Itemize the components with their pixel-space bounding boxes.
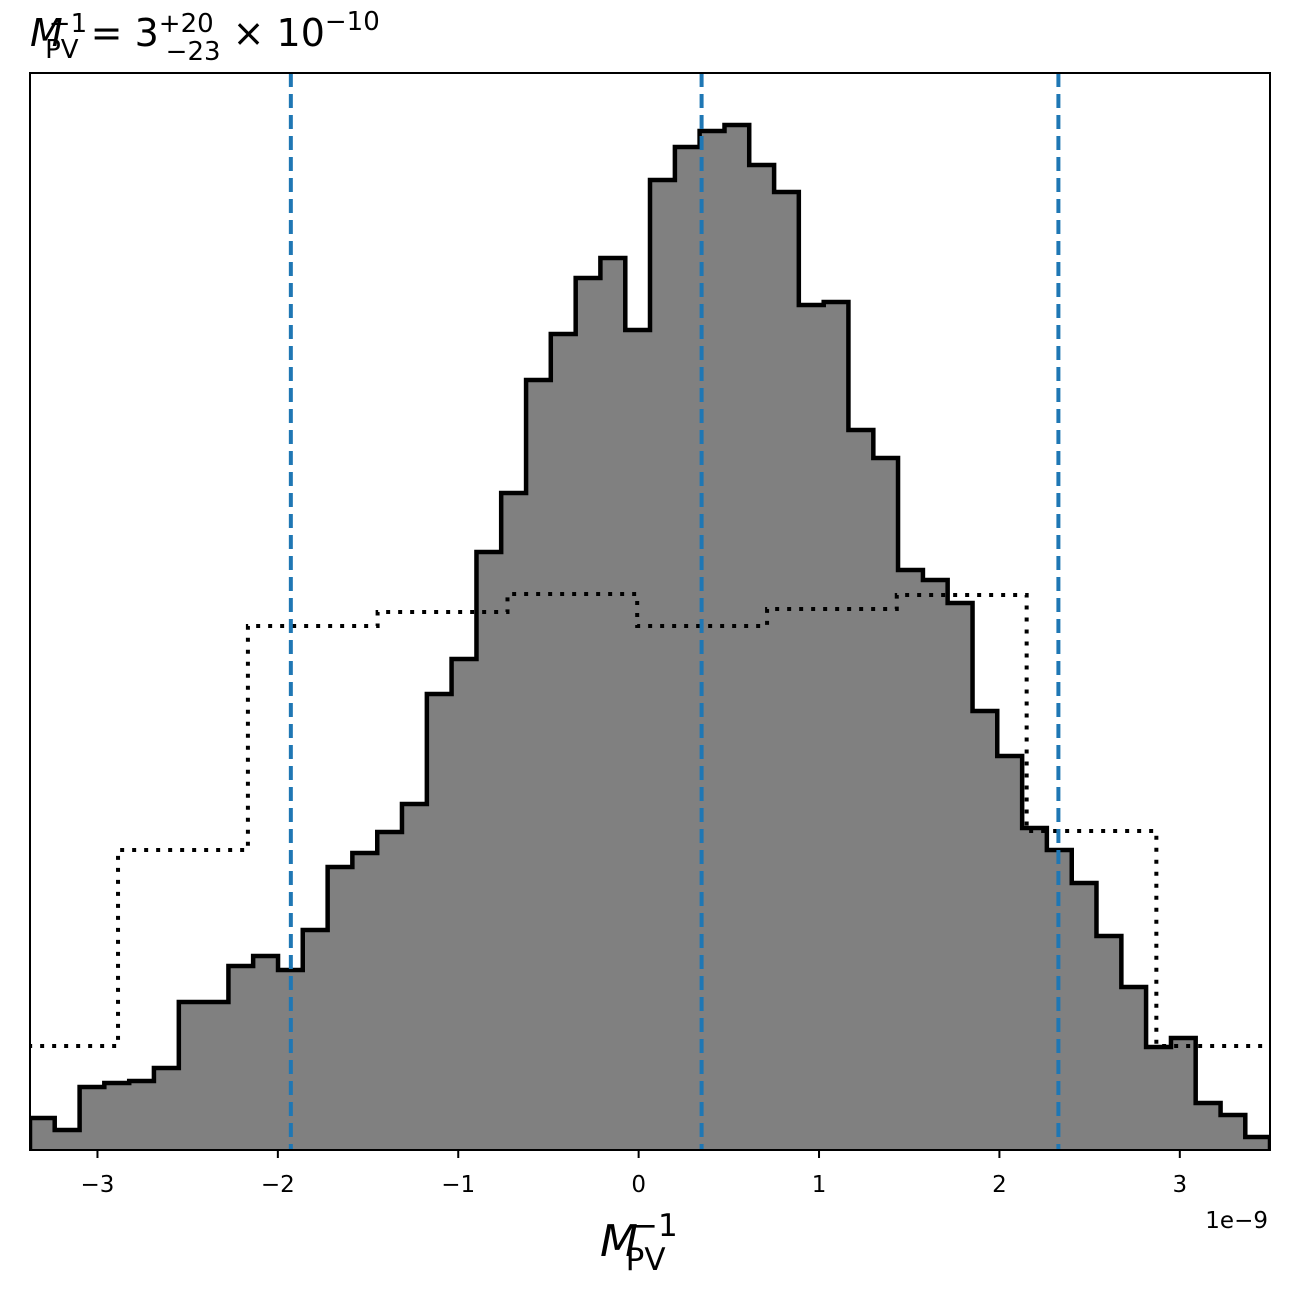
histogram-bar <box>724 125 750 1150</box>
histogram-bar <box>848 430 874 1150</box>
chart-title: M−1 PV = 3+20 −23 × 10−10 <box>30 7 380 67</box>
title-eq: = 3 <box>79 11 159 55</box>
histogram-bar <box>1170 1038 1197 1150</box>
histogram-bar <box>352 853 378 1150</box>
histogram-bar <box>550 334 577 1150</box>
histogram-bar <box>798 305 825 1150</box>
histogram-bar <box>129 1081 155 1150</box>
histogram-bar <box>898 570 924 1150</box>
histogram-bar <box>302 930 329 1150</box>
histogram-bar <box>1195 1103 1222 1150</box>
title-symbol: M <box>30 11 63 55</box>
x-tick-label: −1 <box>441 1172 475 1198</box>
histogram-bar <box>377 832 403 1150</box>
histogram-bar <box>203 1002 229 1150</box>
histogram-bar <box>823 302 849 1150</box>
histogram-bar <box>526 380 552 1150</box>
xlabel-symbol: M <box>600 1216 638 1267</box>
x-offset-label: 1e−9 <box>1205 1208 1268 1234</box>
histogram-bar <box>1220 1115 1246 1150</box>
histogram-bar <box>153 1068 180 1150</box>
x-tick-label: 3 <box>1172 1172 1187 1198</box>
xlabel-sub: PV <box>626 1242 666 1278</box>
histogram-bar <box>674 147 701 1150</box>
histogram-bar <box>922 580 949 1150</box>
histogram-bar <box>749 165 775 1150</box>
histogram-bar <box>699 131 726 1150</box>
histogram-bar <box>253 956 279 1150</box>
histogram-bar <box>997 756 1023 1150</box>
histogram-bar <box>228 966 254 1150</box>
histogram-bar <box>650 180 676 1150</box>
histogram-bar <box>79 1087 105 1150</box>
histogram-bar <box>501 493 527 1150</box>
x-tick-label: 2 <box>992 1172 1007 1198</box>
histogram-bar <box>1245 1137 1270 1150</box>
histogram-bar <box>327 867 353 1150</box>
histogram-bar <box>401 804 428 1150</box>
histogram-bar <box>972 711 998 1150</box>
histogram-bar <box>873 458 899 1150</box>
histogram-bar <box>476 552 502 1150</box>
prior-histogram <box>30 592 1270 1048</box>
histogram-bar <box>625 330 651 1150</box>
histogram-bar <box>600 258 626 1150</box>
histogram-outline <box>30 122 1270 1150</box>
title-upper: +20 <box>159 9 214 39</box>
title-lower: −23 <box>166 37 221 67</box>
title-exp: −10 <box>325 7 380 37</box>
histogram-bar <box>1022 828 1048 1150</box>
histogram-bar <box>774 192 800 1150</box>
plot-frame <box>29 72 1271 1151</box>
histogram-bar <box>1121 987 1147 1150</box>
histogram-bar <box>30 1118 56 1150</box>
histogram-bar <box>426 694 453 1150</box>
x-tick-label: −2 <box>261 1172 295 1198</box>
plot-area <box>30 73 1270 1150</box>
x-tick-label: −3 <box>81 1172 115 1198</box>
histogram-bar <box>1146 1047 1172 1150</box>
histogram-bar <box>575 278 601 1150</box>
x-tick-label: 1 <box>812 1172 827 1198</box>
x-tick-label: 0 <box>631 1172 646 1198</box>
histogram-bar <box>104 1083 130 1150</box>
xlabel-sup: −1 <box>632 1208 678 1244</box>
histogram-bar <box>1096 936 1122 1150</box>
title-times: × 10 <box>221 11 325 55</box>
histogram-bar <box>1071 883 1097 1150</box>
histogram-bar <box>947 603 974 1150</box>
title-sup: −1 <box>49 9 87 39</box>
title-sub: PV <box>45 35 79 65</box>
histogram-bar <box>54 1130 81 1150</box>
histogram-bar <box>451 659 477 1150</box>
x-axis-label: M−1 PV <box>600 1208 678 1278</box>
histogram-bar <box>178 1002 205 1150</box>
